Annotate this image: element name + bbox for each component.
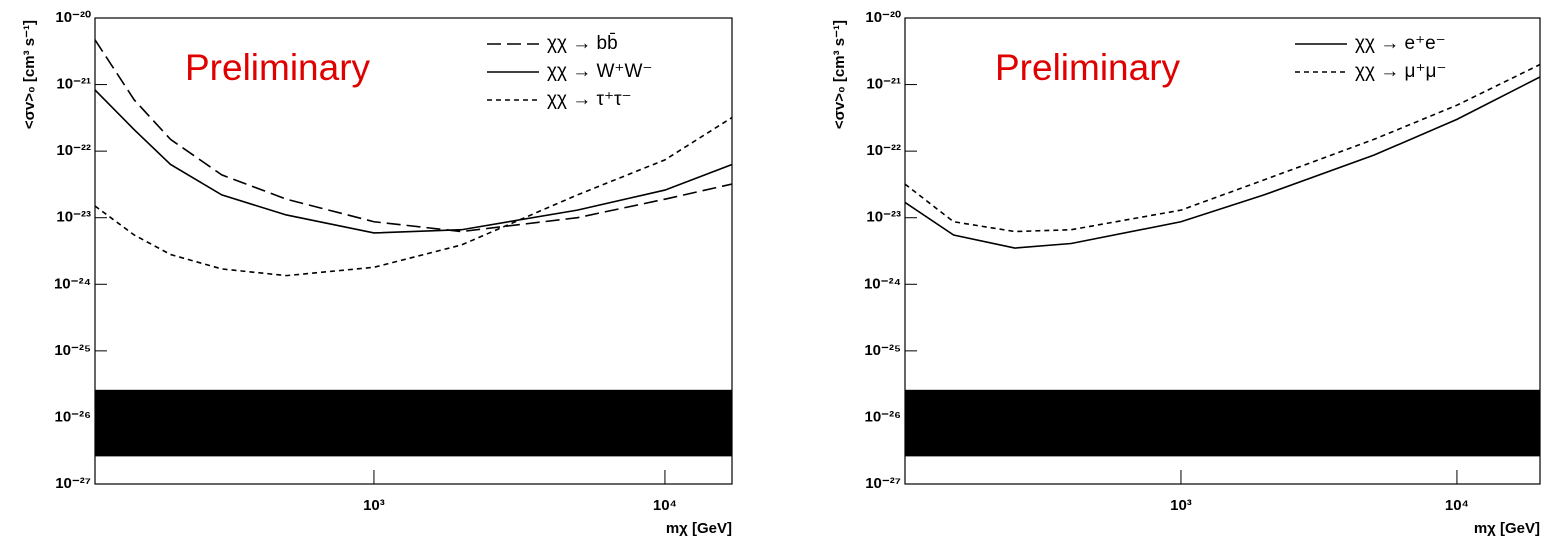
y-tick-label: 10⁻²⁷ <box>55 475 91 492</box>
y-tick-label: 10⁻²⁵ <box>864 342 901 359</box>
y-tick-label: 10⁻²⁶ <box>864 408 901 425</box>
series-line <box>95 39 732 233</box>
x-tick-label: 10⁴ <box>1445 497 1469 514</box>
y-tick-label: 10⁻²⁶ <box>54 408 91 425</box>
y-tick-label: 10⁻²⁰ <box>55 9 91 26</box>
legend-label: χχ → bb̄ <box>547 33 618 54</box>
y-tick-label: 10⁻²² <box>56 142 91 159</box>
series-line <box>905 76 1540 249</box>
legend-label: χχ → μ⁺μ⁻ <box>1355 61 1446 82</box>
y-tick-label: 10⁻²⁴ <box>864 275 901 292</box>
legend-label: χχ → W⁺W⁻ <box>547 61 652 82</box>
band <box>95 389 732 457</box>
x-tick-label: 10⁴ <box>653 497 677 514</box>
x-axis-label: mχ [GeV] <box>666 520 732 537</box>
x-tick-label: 10³ <box>1170 497 1192 514</box>
plot-frame <box>94 17 733 485</box>
plot-frame <box>904 17 1541 485</box>
series-line <box>95 116 732 277</box>
band <box>905 389 1540 457</box>
annotation: Preliminary <box>995 47 1181 88</box>
y-tick-label: 10⁻²⁷ <box>865 475 901 492</box>
legend-label: χχ → e⁺e⁻ <box>1355 33 1446 54</box>
y-tick-label: 10⁻²⁰ <box>865 9 901 26</box>
annotation: Preliminary <box>185 47 371 88</box>
legend-label: χχ → τ⁺τ⁻ <box>547 89 632 110</box>
y-tick-label: 10⁻²² <box>866 142 901 159</box>
x-tick-label: 10³ <box>363 497 385 514</box>
series-line <box>905 63 1540 233</box>
y-tick-label: 10⁻²⁵ <box>54 342 91 359</box>
y-tick-label: 10⁻²³ <box>866 209 901 226</box>
y-axis-label: <σv>₀ [cm³ s⁻¹] <box>21 20 38 129</box>
y-axis-label: <σv>₀ [cm³ s⁻¹] <box>831 20 848 129</box>
x-axis-label: mχ [GeV] <box>1474 520 1540 537</box>
y-tick-label: 10⁻²³ <box>56 209 91 226</box>
y-tick-label: 10⁻²¹ <box>866 76 901 93</box>
y-tick-label: 10⁻²¹ <box>56 76 91 93</box>
series-line <box>95 89 732 234</box>
y-tick-label: 10⁻²⁴ <box>54 275 91 292</box>
